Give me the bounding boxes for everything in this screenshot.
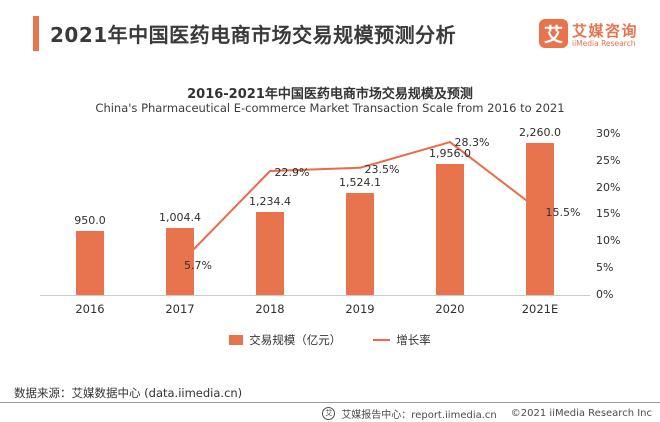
footer-bar: 艾 艾媒报告中心：report.iimedia.cn ©2021 iiMedia… xyxy=(322,406,652,421)
data-source-note: 数据来源：艾媒数据中心 (data.iimedia.cn) xyxy=(14,386,243,400)
logo-name-en: iiMedia Research xyxy=(572,39,636,48)
right-axis-tick: 5% xyxy=(596,261,614,275)
right-axis-tick: 0% xyxy=(596,288,614,301)
growth-rate-label: 5.7% xyxy=(184,259,212,273)
bar-value-label: 1,004.4 xyxy=(159,211,201,224)
right-axis-tick: 10% xyxy=(596,234,621,248)
badge-glyph: 艾 xyxy=(325,409,333,417)
x-axis-label: 2018 xyxy=(255,302,285,316)
x-axis-label: 2021E xyxy=(521,302,559,316)
chart-subtitle: China's Pharmaceutical E-commerce Market… xyxy=(95,101,565,115)
x-axis-line xyxy=(40,295,590,296)
iimedia-badge-icon: 艾 xyxy=(322,407,336,420)
title-accent-bar xyxy=(33,16,39,51)
page-title: 2021年中国医药电商市场交易规模预测分析 xyxy=(50,23,457,47)
growth-rate-label: 28.3% xyxy=(454,136,490,150)
right-axis-tick: 20% xyxy=(596,180,621,194)
bar-value-label: 1,524.1 xyxy=(339,176,381,189)
bar-2016 xyxy=(76,231,104,295)
right-axis-tick: 30% xyxy=(596,126,621,140)
growth-rate-label: 22.9% xyxy=(274,166,310,180)
legend-line-label: 增长率 xyxy=(396,333,431,347)
bar-value-label: 1,234.4 xyxy=(249,195,291,208)
legend-bar-label: 交易规模（亿元） xyxy=(249,333,342,347)
chart-legend: 交易规模（亿元） 增长率 xyxy=(0,332,660,348)
right-axis-tick: 25% xyxy=(596,153,621,167)
bar-value-label: 950.0 xyxy=(74,214,106,227)
x-axis-label: 2016 xyxy=(75,302,105,316)
bar-2019 xyxy=(346,193,374,295)
legend-line-swatch-icon xyxy=(373,339,391,341)
logo-name-cn: 艾媒咨询 xyxy=(572,22,639,40)
logo-glyph: 艾 xyxy=(543,24,563,46)
bar-2020 xyxy=(436,164,464,295)
legend-bar-swatch-icon xyxy=(229,335,244,345)
x-axis-label: 2017 xyxy=(165,302,195,316)
x-axis-label: 2019 xyxy=(345,302,375,316)
right-axis-tick: 15% xyxy=(596,207,621,221)
growth-rate-label: 23.5% xyxy=(364,162,400,176)
chart-title: 2016-2021年中国医药电商市场交易规模及预测 xyxy=(187,87,473,102)
bar-2018 xyxy=(256,212,284,295)
footer-divider xyxy=(0,402,660,403)
growth-rate-label: 15.5% xyxy=(545,205,581,219)
iimedia-logo-icon: 艾 xyxy=(539,19,568,48)
report-center-link: 艾媒报告中心：report.iimedia.cn xyxy=(341,410,497,421)
x-axis-label: 2020 xyxy=(435,302,465,316)
copyright-text: ©2021 iiMedia Research Inc xyxy=(510,408,652,419)
bar-value-label: 2,260.0 xyxy=(519,126,561,139)
